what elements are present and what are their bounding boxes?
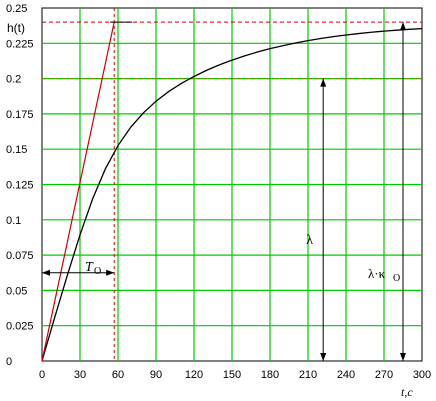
t0-label-sub: O xyxy=(94,266,101,277)
y-tick-label: 0.125 xyxy=(6,180,34,192)
arrow-lambda-k0-head-bottom xyxy=(400,353,406,361)
annotations: T Oλλ·κ O xyxy=(42,22,406,361)
x-tick-label: 150 xyxy=(223,369,241,381)
arrow-t0-head-left xyxy=(42,269,50,276)
y-axis-label: h(t) xyxy=(7,21,25,35)
x-tick-label: 90 xyxy=(150,369,162,381)
reference-lines xyxy=(42,8,422,361)
x-tick-label: 240 xyxy=(337,369,355,381)
x-tick-label: 180 xyxy=(261,369,279,381)
lambda-label: λ xyxy=(306,233,313,248)
x-tick-labels: 0 30 60 90 120 150 180 210 240 270 300 xyxy=(39,369,431,381)
y-tick-label: 0.025 xyxy=(6,321,34,333)
y-tick-label: 0.075 xyxy=(6,250,34,262)
series xyxy=(41,21,423,362)
y-tick-label: 0.1 xyxy=(6,215,21,227)
y-tick-label: 0.05 xyxy=(6,285,27,297)
x-tick-label: 270 xyxy=(375,369,393,381)
y-tick-label: 0.15 xyxy=(6,144,27,156)
lambda-k0-label-sub: O xyxy=(393,273,400,284)
x-tick-label: 0 xyxy=(39,369,45,381)
arrow-lambda-head-bottom xyxy=(320,353,327,361)
y-tick-label: 0.175 xyxy=(6,109,34,121)
x-tick-label: 60 xyxy=(112,369,124,381)
tangent-line xyxy=(41,21,115,362)
x-tick-label: 30 xyxy=(74,369,86,381)
y-tick-label: 0.25 xyxy=(6,3,27,15)
x-tick-label: 210 xyxy=(299,369,317,381)
y-tick-label: 0.225 xyxy=(6,38,34,50)
step-response-curve xyxy=(41,27,423,362)
grid xyxy=(42,8,422,361)
y-tick-label: 0 xyxy=(6,356,12,368)
y-tick-label: 0.2 xyxy=(6,74,21,86)
x-tick-label: 300 xyxy=(413,369,431,381)
y-tick-labels: 0 0.025 0.05 0.075 0.1 0.125 0.15 0.175 0.2 0.225… xyxy=(6,3,34,368)
t0-label: T xyxy=(85,260,94,275)
x-axis-label: t,c xyxy=(401,385,413,399)
arrow-lambda-k0-head-top xyxy=(400,22,406,31)
x-tick-label: 120 xyxy=(185,369,203,381)
arrow-t0-head-right xyxy=(106,269,115,276)
arrow-lambda-head-top xyxy=(320,78,327,87)
lambda-k0-label: λ·κ xyxy=(368,266,386,281)
